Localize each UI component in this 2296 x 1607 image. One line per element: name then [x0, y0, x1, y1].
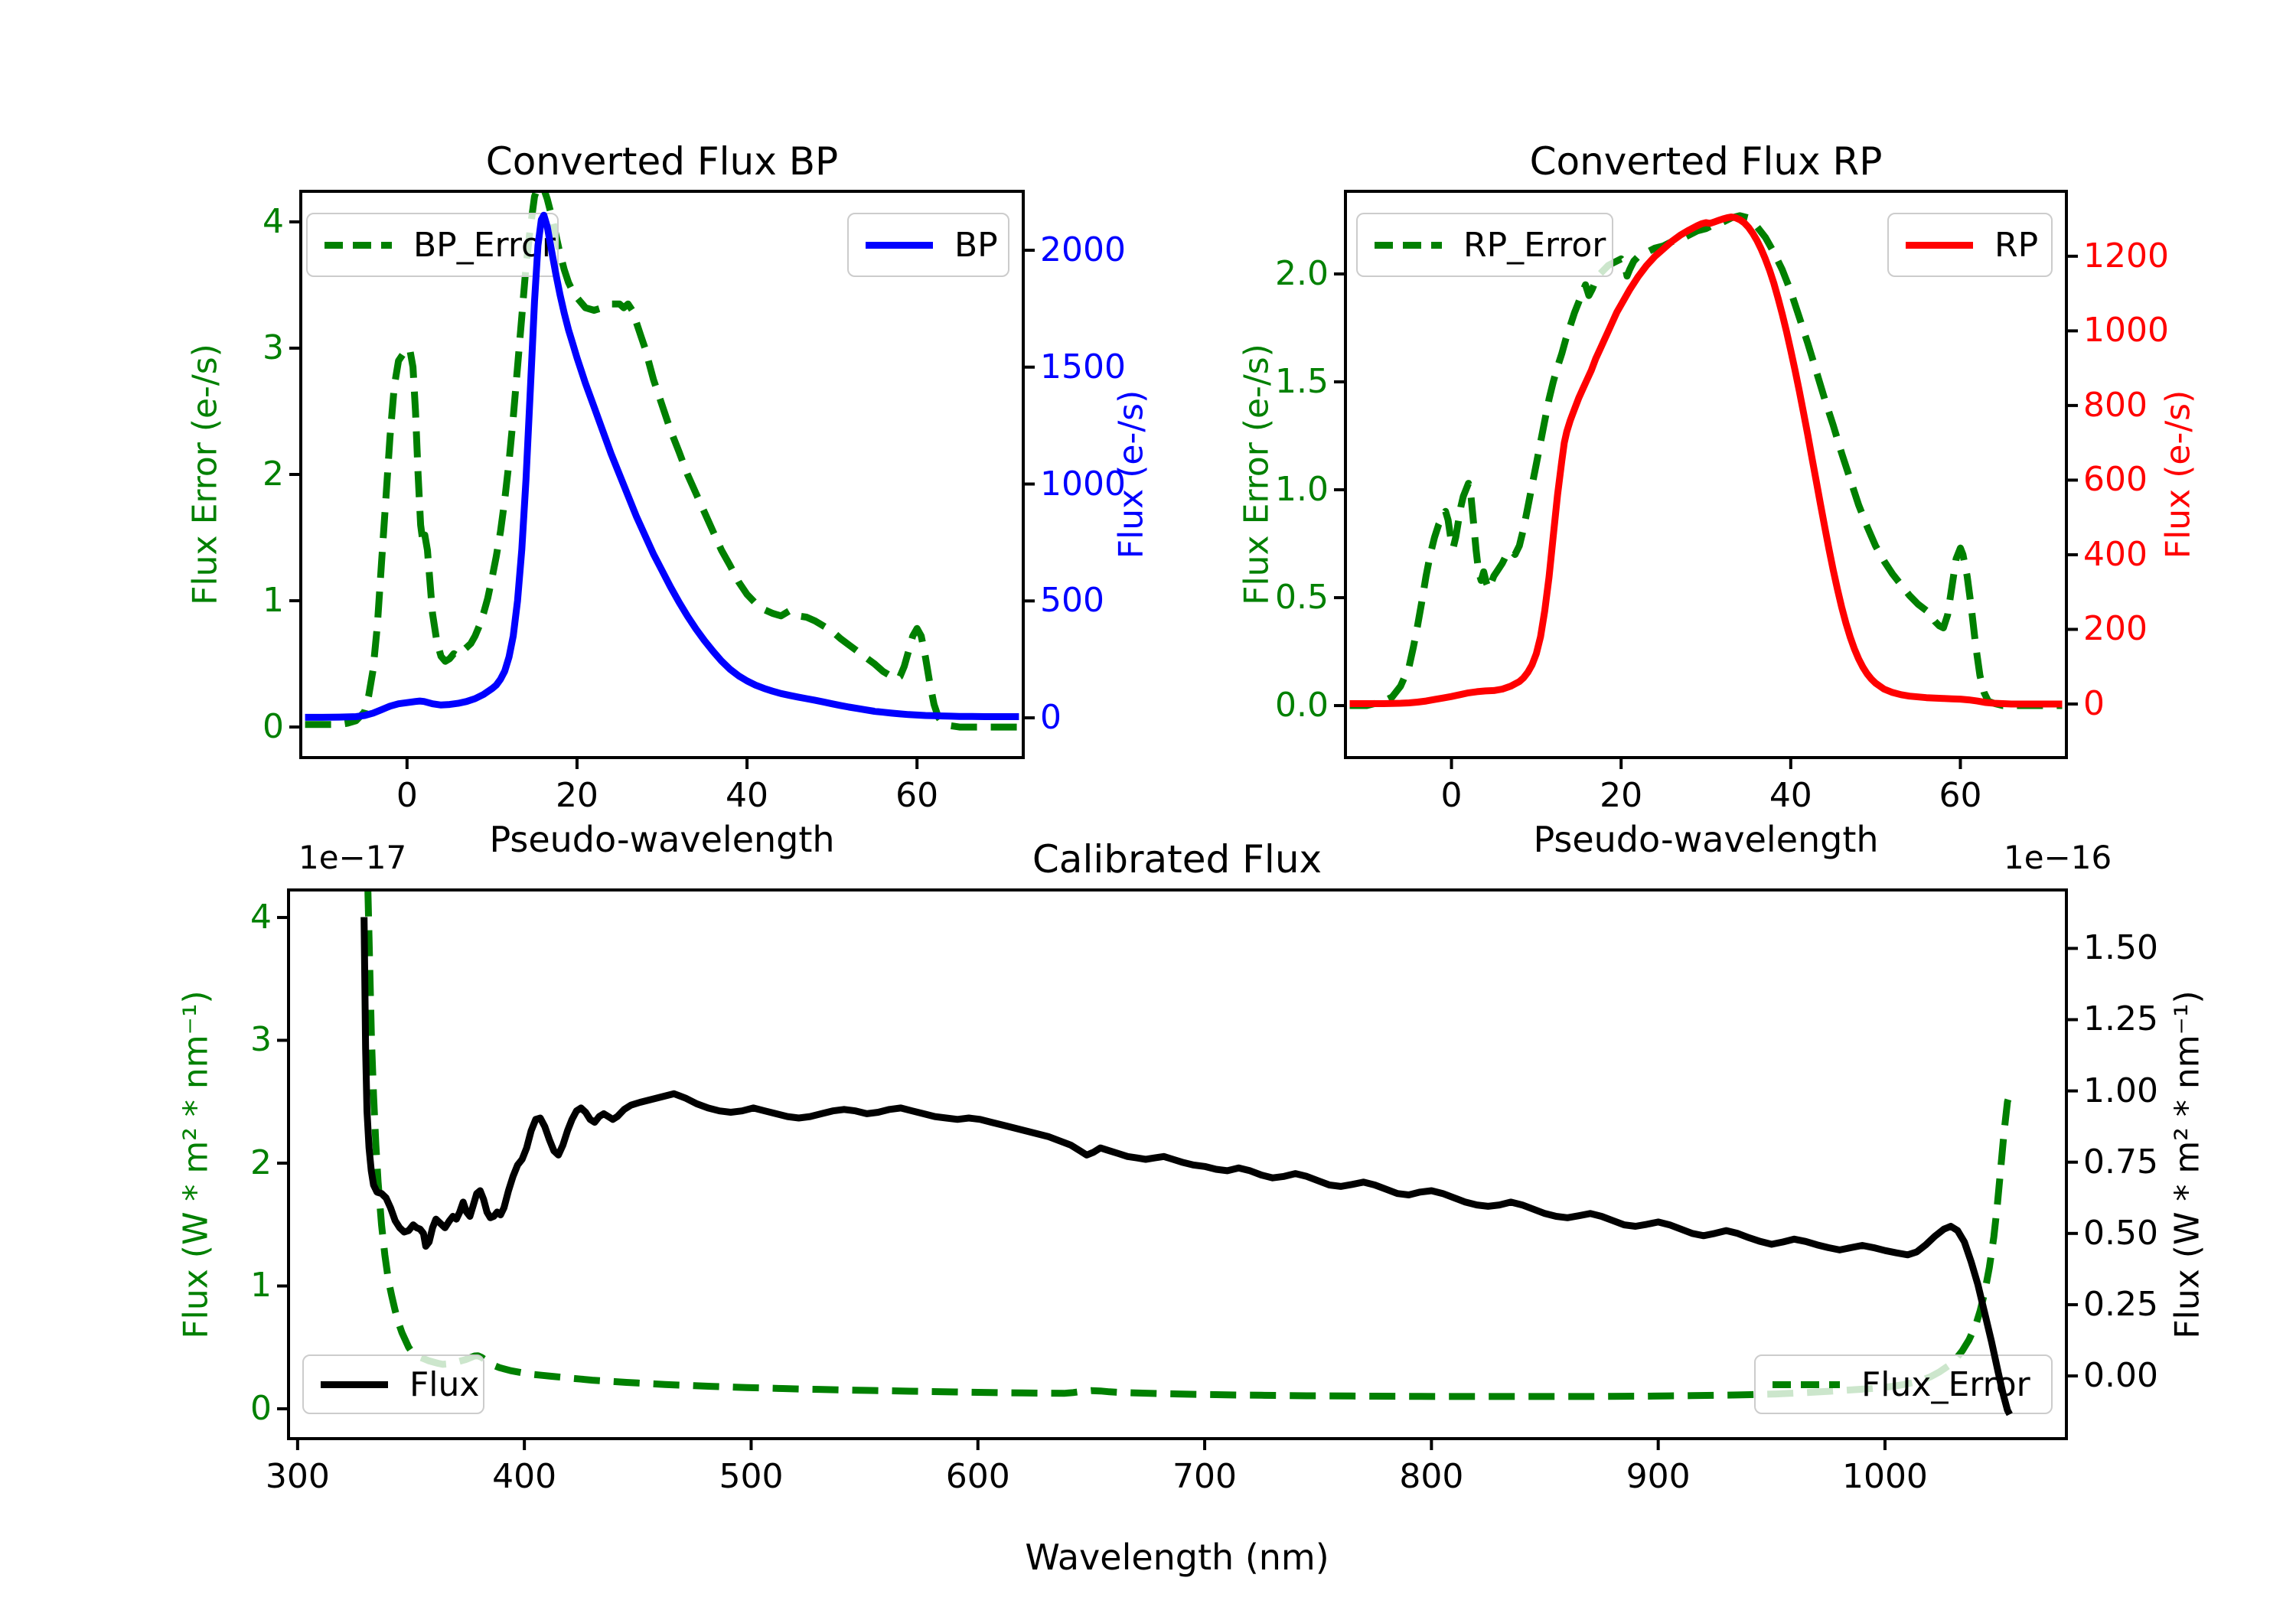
legend-solid-line-sample [321, 1380, 388, 1388]
tick-label: 1 [263, 581, 284, 621]
tick-label: 1200 [2083, 236, 2169, 275]
legend-solid-line-sample [866, 241, 933, 249]
tick-label: 20 [555, 776, 598, 815]
tick-label: 0 [396, 776, 418, 815]
legend-rp-error[interactable]: RP_Error [1356, 213, 1613, 277]
tick-label: 60 [895, 776, 939, 815]
tick-label: 1.50 [2083, 928, 2158, 968]
tick-label: 400 [492, 1457, 557, 1496]
tick-label: 300 [265, 1457, 330, 1496]
tick-label: 0 [2083, 683, 2105, 723]
legend-label: BP [954, 225, 998, 265]
legend-label: Flux_Error [1861, 1364, 2030, 1404]
legend-dashed-line-sample [325, 241, 392, 249]
legend-label: BP_Error [413, 225, 556, 265]
tick-label: 500 [1040, 581, 1104, 621]
tick-label: 800 [1399, 1457, 1464, 1496]
tick-label: 0 [250, 1388, 272, 1428]
tick-label: 0.50 [2083, 1213, 2158, 1253]
series-BP [305, 211, 1019, 721]
xlabel-calibrated: Wavelength (nm) [1025, 1537, 1329, 1578]
plot-title-calibrated: Calibrated Flux [1032, 837, 1322, 882]
plot-title-bp: Converted Flux BP [485, 139, 839, 184]
legend-label: RP_Error [1463, 225, 1606, 265]
series-RP_Error [1349, 212, 2063, 709]
tick-label: 4 [250, 897, 272, 937]
tick-label: 1000 [1841, 1457, 1928, 1496]
tick-label: 0 [1040, 698, 1062, 738]
tick-label: 800 [2083, 385, 2148, 425]
legend-flux[interactable]: Flux [302, 1354, 484, 1414]
tick-label: 1.0 [1275, 470, 1329, 510]
tick-label: 1500 [1040, 347, 1126, 386]
tick-label: 20 [1600, 776, 1643, 815]
tick-label: 0 [1440, 776, 1463, 815]
tick-label: 600 [2083, 460, 2148, 500]
tick-label: 900 [1626, 1457, 1691, 1496]
offset-text-right: 1e−16 [2004, 839, 2112, 876]
legend-bp-error[interactable]: BP_Error [306, 213, 559, 277]
tick-label: 1000 [1040, 464, 1126, 504]
series-RP [1349, 214, 2063, 708]
tick-label: 2.0 [1275, 254, 1329, 293]
tick-label: 40 [1769, 776, 1812, 815]
tick-label: 2 [250, 1143, 272, 1182]
tick-label: 3 [250, 1020, 272, 1060]
legend-dashed-line-sample [1375, 241, 1442, 249]
tick-label: 40 [726, 776, 769, 815]
tick-label: 600 [945, 1457, 1010, 1496]
tick-label: 1.00 [2083, 1071, 2158, 1110]
tick-label: 700 [1172, 1457, 1238, 1496]
tick-label: 400 [2083, 534, 2148, 574]
legend-label: Flux [409, 1364, 480, 1404]
tick-label: 60 [1939, 776, 1982, 815]
tick-label: 1 [250, 1266, 272, 1305]
tick-label: 1.25 [2083, 999, 2158, 1039]
series-Flux [360, 917, 2013, 1416]
tick-label: 0.5 [1275, 578, 1329, 618]
tick-label: 1000 [2083, 311, 2169, 350]
legend-bp[interactable]: BP [847, 213, 1009, 277]
tick-label: 0.0 [1275, 686, 1329, 725]
tick-label: 3 [263, 328, 284, 367]
xlabel-rp: Pseudo-wavelength [1533, 819, 1879, 860]
tick-label: 0 [263, 707, 284, 747]
plot-title-rp: Converted Flux RP [1529, 139, 1883, 184]
tick-label: 0.25 [2083, 1284, 2158, 1324]
legend-solid-line-sample [1906, 241, 1973, 249]
tick-label: 2000 [1040, 230, 1126, 269]
xlabel-bp: Pseudo-wavelength [489, 819, 835, 860]
tick-label: 0.00 [2083, 1356, 2158, 1396]
tick-label: 2 [263, 455, 284, 494]
series-Flux_Error [364, 890, 2014, 1400]
tick-label: 0.75 [2083, 1142, 2158, 1182]
tick-label: 4 [263, 201, 284, 241]
legend-dashed-line-sample [1773, 1380, 1840, 1388]
tick-label: 1.5 [1275, 362, 1329, 402]
legend-rp[interactable]: RP [1887, 213, 2053, 277]
legend-flux-error[interactable]: Flux_Error [1754, 1354, 2053, 1414]
legend-label: RP [1994, 225, 2039, 265]
tick-label: 500 [719, 1457, 784, 1496]
tick-label: 200 [2083, 609, 2148, 649]
offset-text-left: 1e−17 [298, 839, 407, 876]
